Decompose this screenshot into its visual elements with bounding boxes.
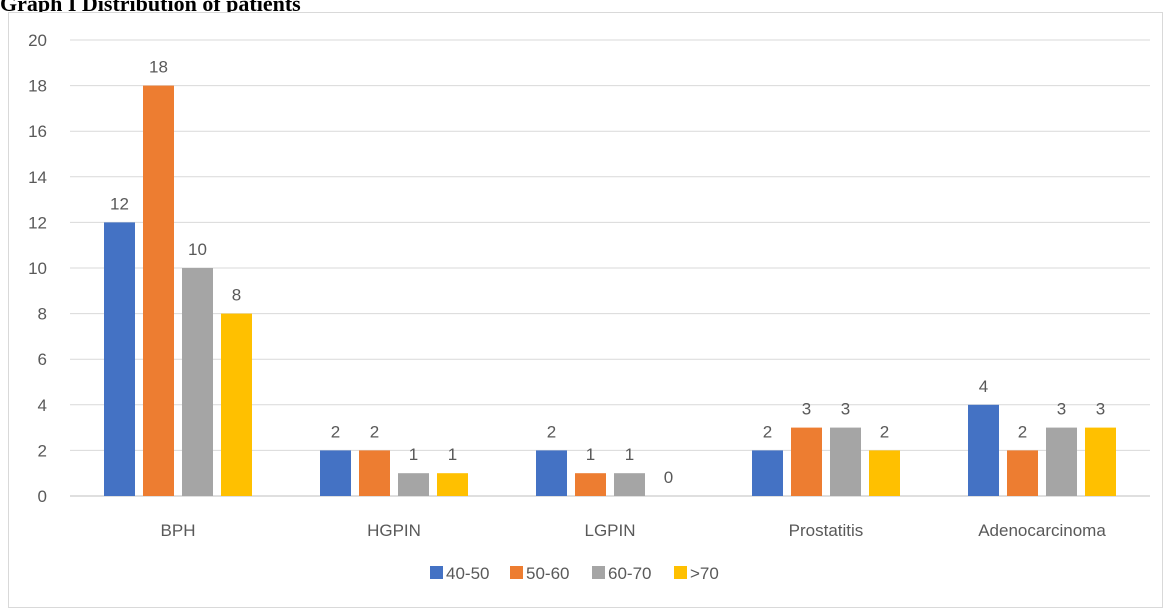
legend-swatch <box>592 566 605 579</box>
bar <box>1007 450 1038 496</box>
legend-swatch <box>674 566 687 579</box>
bar <box>359 450 390 496</box>
y-tick-label: 12 <box>28 213 47 232</box>
bar <box>221 313 252 496</box>
data-label: 12 <box>110 194 129 213</box>
data-label: 2 <box>763 422 772 441</box>
data-label: 10 <box>188 240 207 259</box>
data-label: 18 <box>149 58 168 77</box>
data-label: 8 <box>232 286 241 305</box>
data-label: 2 <box>370 422 379 441</box>
bar <box>437 473 468 496</box>
x-category-label: Adenocarcinoma <box>978 521 1106 540</box>
y-tick-label: 18 <box>28 77 47 96</box>
bar <box>1085 427 1116 496</box>
data-label: 2 <box>1018 422 1027 441</box>
bar <box>536 450 567 496</box>
bar <box>1046 427 1077 496</box>
x-category-label: HGPIN <box>367 521 421 540</box>
legend-label: 40-50 <box>446 564 489 583</box>
y-tick-label: 20 <box>28 31 47 50</box>
bar <box>614 473 645 496</box>
data-label: 3 <box>841 400 850 419</box>
legend-swatch <box>430 566 443 579</box>
data-label: 3 <box>1057 400 1066 419</box>
y-tick-label: 10 <box>28 259 47 278</box>
legend-swatch <box>510 566 523 579</box>
bar <box>752 450 783 496</box>
y-tick-label: 8 <box>38 305 47 324</box>
x-category-label: LGPIN <box>584 521 635 540</box>
bar <box>104 222 135 496</box>
data-label: 4 <box>979 377 988 396</box>
data-label: 2 <box>547 422 556 441</box>
data-label: 3 <box>1096 400 1105 419</box>
bar <box>182 268 213 496</box>
bar <box>830 427 861 496</box>
data-label: 1 <box>409 445 418 464</box>
x-category-label: Prostatitis <box>789 521 864 540</box>
legend-label: 50-60 <box>526 564 569 583</box>
data-label: 1 <box>448 445 457 464</box>
bar <box>398 473 429 496</box>
data-label: 1 <box>586 445 595 464</box>
y-tick-label: 4 <box>38 396 47 415</box>
y-tick-label: 2 <box>38 441 47 460</box>
data-label: 3 <box>802 400 811 419</box>
y-tick-label: 6 <box>38 350 47 369</box>
data-label: 2 <box>880 422 889 441</box>
legend-label: 60-70 <box>608 564 651 583</box>
bar <box>575 473 606 496</box>
y-tick-label: 0 <box>38 487 47 506</box>
data-label: 0 <box>664 468 673 487</box>
data-label: 1 <box>625 445 634 464</box>
bar <box>968 404 999 496</box>
y-tick-label: 16 <box>28 122 47 141</box>
data-label: 2 <box>331 422 340 441</box>
y-tick-label: 14 <box>28 168 47 187</box>
legend-label: >70 <box>690 564 719 583</box>
bar <box>143 85 174 496</box>
bar <box>320 450 351 496</box>
bar <box>791 427 822 496</box>
bar <box>869 450 900 496</box>
x-category-label: BPH <box>161 521 196 540</box>
